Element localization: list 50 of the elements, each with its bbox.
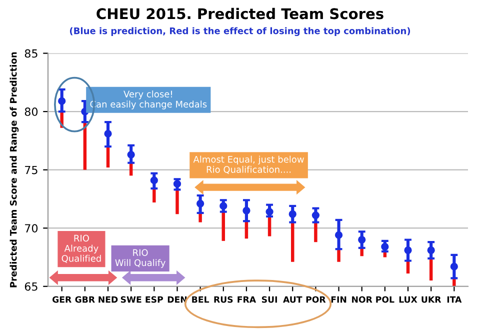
point [196,200,204,208]
x-tick-label: BEL [192,296,210,303]
x-tick-label: GER [52,296,72,303]
x-tick-label: ITA [447,296,462,303]
chart-subtitle: (Blue is prediction, Red is the effect of losing the top combination) [70,27,410,36]
point [266,208,274,216]
x-tick-label: POL [376,296,394,303]
point [334,231,343,239]
x-tick-label: RUS [214,296,233,303]
x-tick-label: FRA [238,296,256,303]
bar [176,190,179,214]
x-tick-label: AUT [283,296,302,303]
point [288,210,296,218]
annotation: Almost Equal, just below Rio Qualification.... [193,156,304,174]
chart-title: CHEU 2015. Predicted Team Scores [96,8,384,20]
x-tick-label: NED [98,296,118,303]
x-tick-label: SUI [262,296,277,303]
point [104,130,112,138]
y-tick-label: 75 [25,166,38,174]
y-tick-label: 80 [24,108,38,116]
point [358,236,366,244]
y-tick-label: 70 [25,224,38,232]
point [220,202,228,210]
x-tick-label: ESP [146,296,163,303]
y-axis-title: Predicted Team Score and Range of Prediction [10,52,19,288]
x-tick-label: UKR [422,296,442,303]
point [427,246,435,254]
y-tick-label: 65 [24,282,38,291]
bar [291,222,294,262]
annotation: RIO Already Qualified [62,234,101,263]
point [127,150,135,158]
bar [314,222,318,242]
x-tick-label: POR [306,296,326,303]
bar [152,188,156,202]
point [450,262,458,270]
annotation: RIO Will Qualify [115,249,166,268]
point [58,97,66,105]
point [173,180,182,188]
y-tick-label: 85 [24,49,38,58]
point [404,246,412,254]
point [381,242,389,251]
x-tick-label: LUX [399,296,418,303]
x-tick-label: NOR [352,296,372,303]
point [312,211,320,220]
annotation: Very close! Can easily change Medals [90,90,207,110]
point [242,206,250,214]
x-tick-label: FIN [331,296,346,303]
point [150,176,158,184]
x-tick-label: SWE [120,296,142,303]
x-tick-label: GBR [75,296,95,303]
